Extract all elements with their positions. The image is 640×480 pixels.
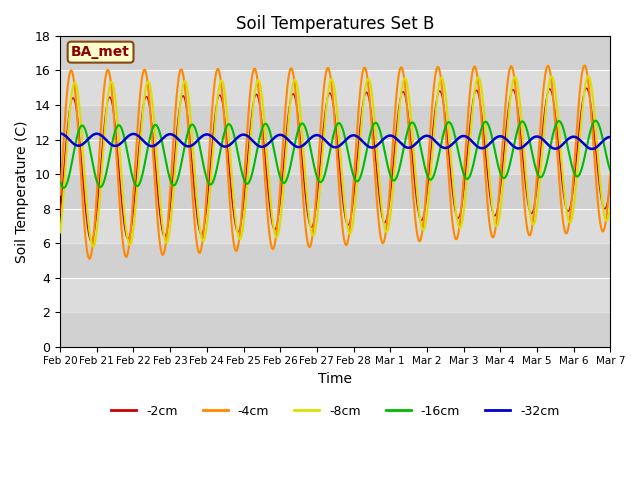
Bar xyxy=(60,36,611,71)
Bar xyxy=(60,174,611,209)
Y-axis label: Soil Temperature (C): Soil Temperature (C) xyxy=(15,120,29,263)
Text: BA_met: BA_met xyxy=(71,45,130,59)
Bar xyxy=(60,312,611,347)
X-axis label: Time: Time xyxy=(318,372,352,386)
Bar xyxy=(60,105,611,140)
Bar xyxy=(60,243,611,277)
Title: Soil Temperatures Set B: Soil Temperatures Set B xyxy=(236,15,435,33)
Legend: -2cm, -4cm, -8cm, -16cm, -32cm: -2cm, -4cm, -8cm, -16cm, -32cm xyxy=(106,399,564,422)
